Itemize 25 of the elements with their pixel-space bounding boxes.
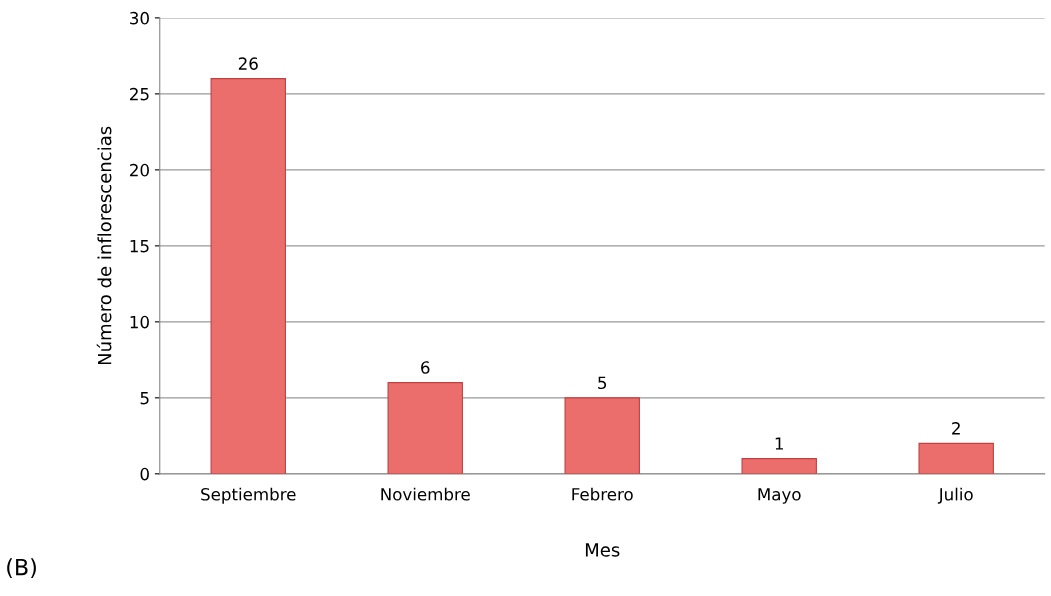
x-tick-label: Septiembre (201, 487, 296, 504)
x-tick-label: Mayo (758, 488, 801, 504)
text: (B) (7, 558, 36, 579)
bar (564, 397, 640, 474)
y-tick-label: 25 (130, 87, 149, 101)
x-axis-title: Mes (585, 543, 620, 557)
bar (210, 78, 286, 474)
y-tick-label: 30 (130, 11, 149, 25)
x-tick-label: Julio (937, 487, 973, 504)
y-tick-label: 5 (140, 392, 149, 405)
data-label: 2 (952, 422, 960, 435)
y-axis-title: Número de inflorescencias (96, 126, 112, 365)
y-tick-label: 15 (130, 240, 149, 253)
data-label: 6 (421, 361, 430, 374)
data-label: 26 (238, 57, 258, 70)
y-tick-label: 20 (130, 163, 149, 177)
data-label: 5 (598, 376, 607, 390)
bar (387, 382, 463, 474)
bar (918, 442, 994, 474)
y-tick-label: 0 (140, 467, 149, 481)
x-tick-label: Noviembre (381, 487, 470, 501)
bar (741, 458, 817, 474)
x-tick-label: Febrero (572, 487, 633, 501)
y-tick-label: 10 (130, 315, 149, 329)
data-label: 1 (775, 437, 783, 450)
